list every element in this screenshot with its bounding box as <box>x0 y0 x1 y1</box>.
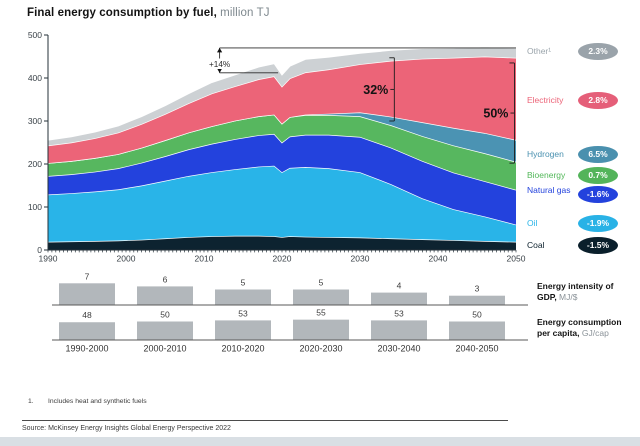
x-tick-label: 1990 <box>39 254 58 264</box>
chart-title-main: Final energy consumption by fuel, <box>27 7 217 19</box>
chart-title-unit: million TJ <box>216 7 270 19</box>
x-tick-label: 2030 <box>351 254 370 264</box>
bar-value-label: 55 <box>316 308 326 318</box>
area-coal <box>48 235 516 250</box>
legend-item-bioenergy: Bioenergy 0.7% <box>527 167 637 184</box>
x-tick-label: 2040 <box>429 254 448 264</box>
legend-label-coal: Coal <box>527 240 545 250</box>
bar-row2 <box>59 322 115 340</box>
bar-row1 <box>59 283 115 305</box>
decade-label: 2030-2040 <box>377 344 420 354</box>
bar-value-label: 6 <box>163 274 168 284</box>
legend-label-natural-gas: Natural gas <box>527 185 571 195</box>
share-label: 50% <box>483 107 508 121</box>
footnote-number: 1. <box>28 398 34 405</box>
legend-label-other: Other¹ <box>527 46 552 56</box>
bar-value-label: 5 <box>241 278 246 288</box>
bar-row2 <box>371 320 427 340</box>
bar-row1 <box>215 289 271 305</box>
bar-row2 <box>137 321 193 340</box>
label-energy-per-capita-unit: GJ/cap <box>579 327 609 338</box>
legend-badge-other: 2.3% <box>578 43 618 60</box>
legend-badge-bioenergy: 0.7% <box>578 167 618 184</box>
y-tick-label: 500 <box>28 30 42 40</box>
legend-item-oil: Oil -1.9% <box>527 215 637 232</box>
x-tick-label: 2020 <box>273 254 292 264</box>
y-tick-label: 0 <box>37 245 42 255</box>
bar-row1 <box>449 295 505 305</box>
chart-legend: Other¹ 2.3% Electricity 2.8% Hydrogen 6.5% … <box>527 0 637 260</box>
decade-label: 2040-2050 <box>455 344 498 354</box>
label-energy-intensity-bold: Energy intensity of GDP, <box>537 281 614 302</box>
legend-item-coal: Coal -1.5% <box>527 237 637 254</box>
legend-item-electricity: Electricity 2.8% <box>527 92 637 109</box>
growth-label: +14% <box>209 60 230 69</box>
footnote-text: Includes heat and synthetic fuels <box>48 398 147 405</box>
decade-label: 2020-2030 <box>299 344 342 354</box>
label-energy-per-capita-bold: Energy consumption per capita, <box>537 317 622 338</box>
bar-row1 <box>371 292 427 305</box>
chart-title: Final energy consumption by fuel, millio… <box>27 7 270 19</box>
x-tick-label: 2000 <box>117 254 136 264</box>
source-line: Source: McKinsey Energy Insights Global … <box>22 425 231 432</box>
legend-label-electricity: Electricity <box>527 95 564 105</box>
y-tick-label: 100 <box>28 202 42 212</box>
bar-value-label: 5 <box>319 278 324 288</box>
bottom-edge-strip <box>0 437 640 446</box>
bar-value-label: 3 <box>475 284 480 294</box>
legend-badge-natural-gas: -1.6% <box>578 186 618 203</box>
y-tick-label: 400 <box>28 73 42 83</box>
x-tick-label: 2010 <box>195 254 214 264</box>
area-hydrogen <box>48 112 516 164</box>
bar-value-label: 53 <box>394 308 404 318</box>
legend-badge-oil: -1.9% <box>578 215 618 232</box>
bar-value-label: 50 <box>160 310 170 320</box>
footnote: 1. Includes heat and synthetic fuels <box>28 398 147 405</box>
stacked-area-chart: 0 100 200 300 400 500 1990 2000 2010 2020 2030 2040… <box>28 30 528 354</box>
legend-item-hydrogen: Hydrogen 6.5% <box>527 146 637 163</box>
source-divider <box>22 420 508 421</box>
bar-value-label: 4 <box>397 281 402 291</box>
label-energy-intensity: Energy intensity of GDP, MJ/$ <box>537 281 635 302</box>
area-electricity <box>48 56 516 164</box>
legend-label-bioenergy: Bioenergy <box>527 170 566 180</box>
label-energy-per-capita: Energy consumption per capita, GJ/cap <box>537 317 635 338</box>
area-bioenergy <box>48 114 516 190</box>
bar-row2 <box>215 320 271 340</box>
legend-label-hydrogen: Hydrogen <box>527 149 564 159</box>
y-tick-label: 300 <box>28 116 42 126</box>
decade-label: 2010-2020 <box>221 344 264 354</box>
bar-value-label: 7 <box>85 271 90 281</box>
legend-item-other: Other¹ 2.3% <box>527 43 637 60</box>
bar-row1 <box>137 286 193 305</box>
y-tick-label: 200 <box>28 159 42 169</box>
arrowhead-up <box>217 47 223 53</box>
legend-badge-coal: -1.5% <box>578 237 618 254</box>
bar-value-label: 50 <box>472 310 482 320</box>
decade-label: 2000-2010 <box>143 344 186 354</box>
legend-label-oil: Oil <box>527 218 538 228</box>
bar-value-label: 48 <box>82 310 92 320</box>
area-other <box>48 46 516 146</box>
legend-badge-electricity: 2.8% <box>578 92 618 109</box>
growth-label-bg <box>203 58 236 69</box>
area-oil <box>48 165 516 242</box>
bar-value-label: 53 <box>238 308 248 318</box>
decade-label: 1990-2000 <box>65 344 108 354</box>
label-energy-intensity-unit: MJ/$ <box>556 291 578 302</box>
legend-item-natural-gas: Natural gas -1.6% <box>527 185 637 203</box>
bar-row1 <box>293 289 349 305</box>
share-label: 32% <box>363 83 388 97</box>
legend-badge-hydrogen: 6.5% <box>578 146 618 163</box>
bar-row2 <box>449 321 505 340</box>
area-boundary <box>47 45 517 141</box>
x-tick-label: 2050 <box>507 254 526 264</box>
arrowhead-down <box>217 68 223 73</box>
bar-row2 <box>293 319 349 340</box>
